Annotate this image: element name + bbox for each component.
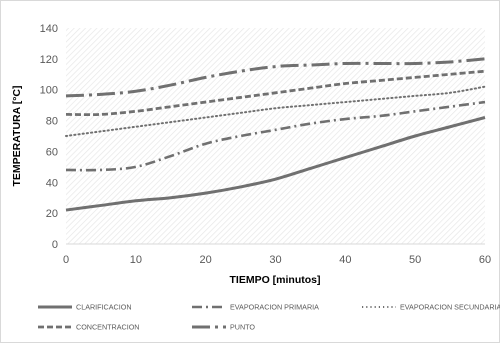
legend-label: EVAPORACION SECUNDARIA	[400, 303, 500, 312]
x-tick-label: 10	[130, 254, 142, 266]
x-tick-label: 0	[63, 254, 69, 266]
x-axis-title: TIEMPO [minutos]	[230, 274, 321, 286]
legend-item: EVAPORACION SECUNDARIA	[362, 303, 500, 312]
y-tick-label: 20	[46, 208, 58, 220]
plot-area	[66, 28, 485, 244]
legend-item: CLARIFICACION	[38, 303, 132, 312]
x-tick-label: 40	[339, 254, 351, 266]
series-line-evaporacion-primaria	[65, 100, 486, 172]
legend-label: EVAPORACION PRIMARIA	[230, 303, 319, 312]
series-line-punto	[65, 57, 486, 98]
y-tick-label: 40	[46, 177, 58, 189]
x-tick-label: 50	[409, 254, 421, 266]
x-tick-label: 60	[479, 254, 491, 266]
y-tick-label: 0	[52, 239, 58, 251]
series-line-evaporacion-secundaria	[65, 85, 486, 137]
y-axis-title: TEMPERATURA [°C]	[11, 85, 23, 186]
legend-item: EVAPORACION PRIMARIA	[192, 303, 319, 312]
legend-label: PUNTO	[230, 323, 255, 332]
series-line-clarificacion	[65, 116, 486, 212]
series-line-concentracion	[65, 69, 486, 117]
x-tick-label: 20	[200, 254, 212, 266]
legend-label: CONCENTRACION	[76, 323, 140, 332]
y-tick-label: 140	[40, 23, 58, 35]
y-tick-label: 100	[40, 85, 58, 97]
legend: CLARIFICACION EVAPORACION PRIMARIA EVAPORA…	[38, 303, 500, 332]
y-tick-label: 80	[46, 116, 58, 128]
y-tick-label: 60	[46, 146, 58, 158]
legend-item: CONCENTRACION	[38, 323, 140, 332]
x-tick-label: 30	[269, 254, 281, 266]
y-tick-label: 120	[40, 54, 58, 66]
legend-label: CLARIFICACION	[76, 303, 132, 312]
legend-item: PUNTO	[192, 323, 255, 332]
